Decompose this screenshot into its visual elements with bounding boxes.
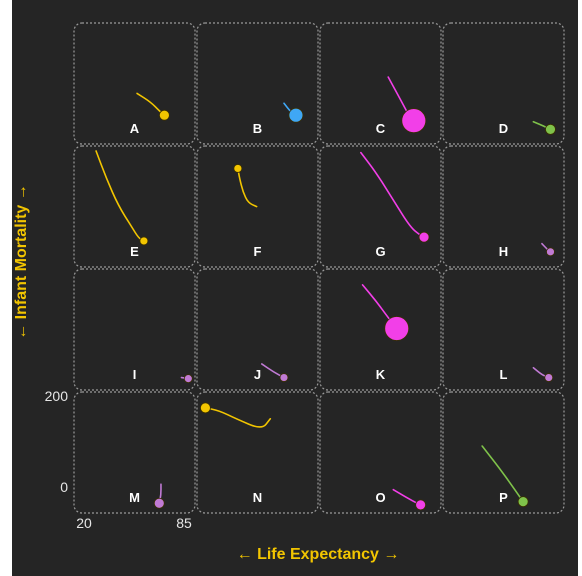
panel-m-label: M	[129, 490, 140, 505]
panel-e-point	[139, 236, 149, 246]
panel-n-point	[200, 402, 211, 414]
panel-o-point	[415, 499, 427, 511]
panel-i-label: I	[133, 367, 137, 382]
small-multiples-chart: A B C D E F G H I J K L M N O P 200 0 20 85 ← Life Expe…	[13, 22, 565, 563]
panel-h-point	[546, 247, 555, 257]
panel-o-frame	[319, 391, 442, 514]
panel-c-point	[401, 108, 427, 134]
panel-f-trail	[237, 167, 258, 208]
panel-k-trail	[361, 284, 398, 330]
panel-p-point	[517, 496, 529, 508]
panel-b-label: B	[253, 121, 262, 136]
panel-l-frame	[442, 268, 565, 391]
x-tick-85: 85	[176, 515, 192, 531]
y-tick-200: 200	[45, 388, 69, 404]
y-axis-label: ← Infant Mortality →	[13, 184, 30, 340]
panel-i-point	[183, 374, 193, 384]
panel-j-label: J	[254, 367, 261, 382]
panel-n-label: N	[253, 490, 262, 505]
panel-n-frame	[196, 391, 319, 514]
panel-m-point	[153, 497, 165, 509]
chart-frame: A B C D E F G H I J K L M N O P 200 0 20 85 ← Life Expe…	[12, 0, 578, 576]
panel-h-frame	[442, 145, 565, 268]
panel-o-label: O	[375, 490, 385, 505]
panel-a-label: A	[130, 121, 140, 136]
panel-a-point	[158, 109, 170, 121]
panel-e-label: E	[130, 244, 139, 259]
panel-l-trail	[532, 366, 550, 379]
panel-h-label: H	[499, 244, 508, 259]
panel-d-point	[545, 123, 556, 135]
panel-f-point	[233, 164, 243, 173]
panel-j-frame	[196, 268, 319, 391]
panel-l-point	[544, 373, 554, 382]
panel-a-trail	[136, 92, 166, 116]
panel-g-point	[418, 231, 430, 243]
panel-g-frame	[319, 145, 442, 268]
panel-p-frame	[442, 391, 565, 514]
y-tick-0: 0	[60, 479, 68, 495]
panel-k-point	[384, 316, 410, 341]
panel-e-trail	[95, 150, 145, 242]
panel-p-label: P	[499, 490, 508, 505]
x-tick-20: 20	[76, 515, 92, 531]
panel-k-label: K	[376, 367, 386, 382]
panel-f-label: F	[254, 244, 262, 259]
panel-p-trail	[481, 445, 524, 503]
panel-e-frame	[73, 145, 196, 268]
panel-b-frame	[196, 22, 319, 145]
panel-j-trail	[260, 363, 285, 379]
panel-c-label: C	[376, 121, 386, 136]
panel-g-trail	[360, 151, 425, 238]
panel-m-trail	[158, 483, 162, 505]
panel-i-frame	[73, 268, 196, 391]
panel-a-frame	[73, 22, 196, 145]
panel-d-label: D	[499, 121, 508, 136]
panel-m-frame	[73, 391, 196, 514]
panel-l-label: L	[500, 367, 508, 382]
panel-k-frame	[319, 268, 442, 391]
panel-c-frame	[319, 22, 442, 145]
panel-b-point	[288, 107, 304, 123]
panel-g-label: G	[375, 244, 385, 259]
panel-d-frame	[442, 22, 565, 145]
x-axis-label: ← Life Expectancy →	[237, 546, 400, 563]
panel-n-trail	[204, 407, 272, 428]
panel-j-point	[279, 373, 289, 382]
panel-f-frame	[196, 145, 319, 268]
